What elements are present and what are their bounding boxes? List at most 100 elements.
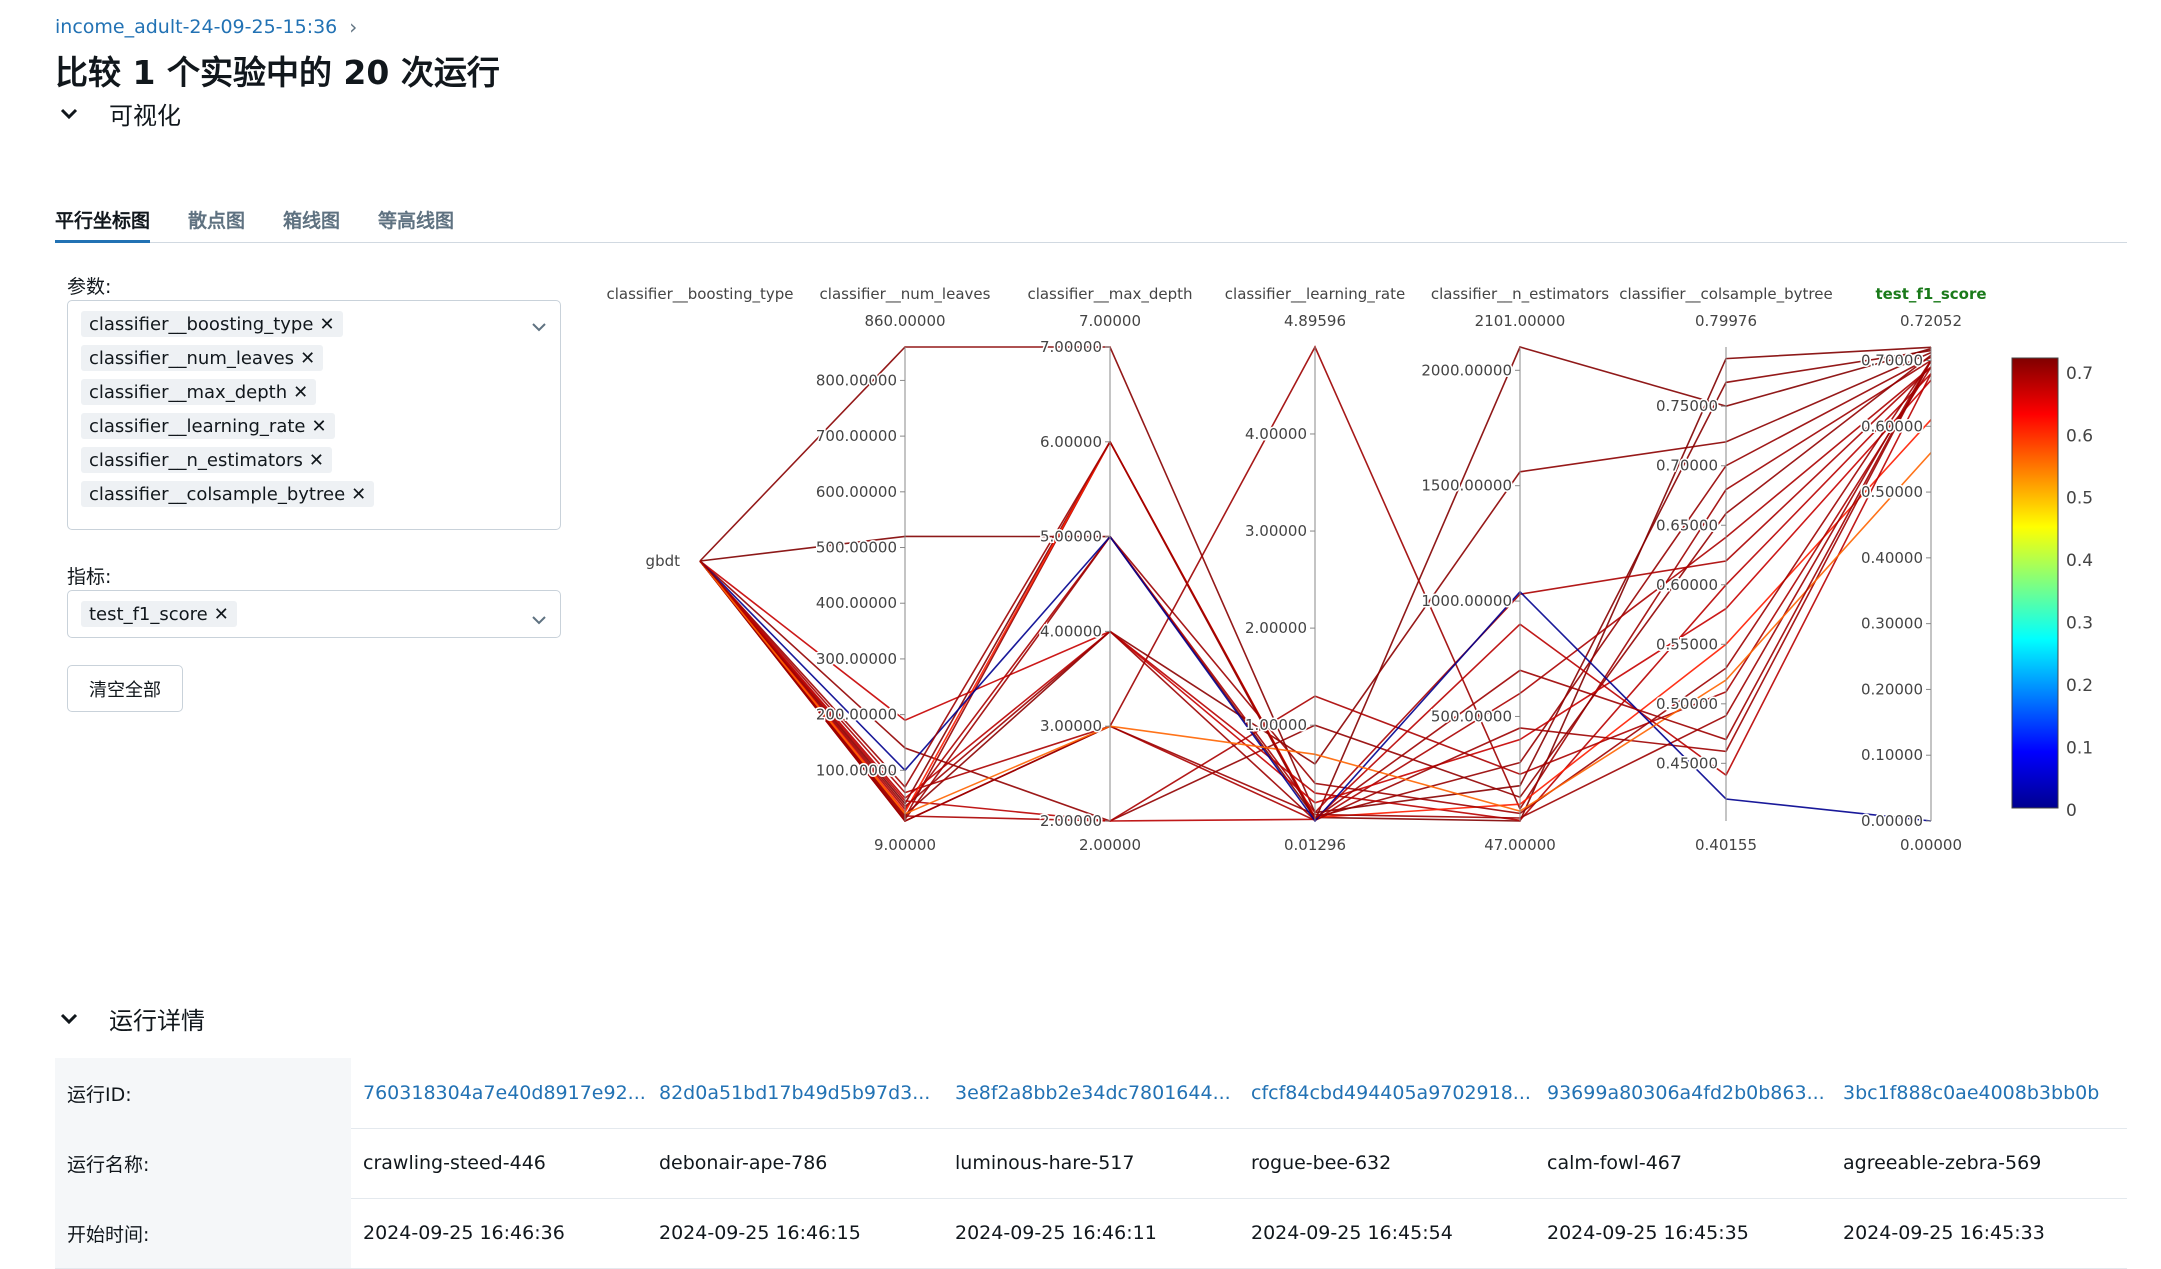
breadcrumb-experiment-link[interactable]: income_adult-24-09-25-15:36 (55, 16, 338, 38)
axis-classifier__learning_rate[interactable]: classifier__learning_rate 4.89596 0.01296 4… (1225, 285, 1405, 854)
table-cell: 2024-09-25 16:46:15 (659, 1222, 861, 1244)
close-icon[interactable]: ✕ (319, 313, 335, 335)
close-icon[interactable]: ✕ (311, 415, 327, 437)
page-title: 比较 1 个实验中的 20 次运行 (55, 53, 500, 92)
params-label: 参数: (67, 276, 112, 298)
table-cell: 2024-09-25 16:45:54 (1251, 1222, 1453, 1244)
axis-min-label: 0.40155 (1695, 836, 1757, 854)
tick-label: 4.00000 (1245, 425, 1307, 443)
run-id-link[interactable]: 3e8f2a8bb2e34dc7801644... (955, 1082, 1231, 1104)
tick-label: 2.00000 (1040, 812, 1102, 830)
run-details-section-toggle[interactable]: 运行详情 (55, 1001, 205, 1036)
table-cell: calm-fowl-467 (1547, 1152, 1682, 1174)
breadcrumb: income_adult-24-09-25-15:36 › (55, 15, 357, 39)
tick-label: 400.00000 (816, 594, 897, 612)
param-tag-label: classifier__colsample_bytree (89, 483, 346, 505)
colorbar-tick-label: 0.6 (2066, 426, 2093, 446)
axis-max-label: 0.79976 (1695, 312, 1757, 330)
table-cell: luminous-hare-517 (955, 1152, 1135, 1174)
param-tag: classifier__boosting_type ✕ (81, 311, 343, 337)
close-icon[interactable]: ✕ (308, 449, 324, 471)
param-tag-label: classifier__n_estimators (89, 449, 303, 471)
tick-label: 0.75000 (1656, 397, 1718, 415)
run-id-link[interactable]: 93699a80306a4fd2b0b863... (1547, 1082, 1825, 1104)
axis-max-label: 2101.00000 (1475, 312, 1566, 330)
axis-title: test_f1_score (1875, 285, 1986, 303)
tab-parallel-coordinates[interactable]: 平行坐标图 (55, 200, 151, 243)
tick-label: 300.00000 (816, 650, 897, 668)
tab-contour[interactable]: 等高线图 (378, 210, 455, 232)
colorbar-tick-label: 0 (2066, 801, 2077, 821)
run-id-link[interactable]: cfcf84cbd494405a9702918... (1251, 1082, 1531, 1104)
tick-label: 7.00000 (1040, 338, 1102, 356)
params-select[interactable]: classifier__boosting_type ✕ classifier__nu… (67, 300, 561, 530)
chevron-down-icon[interactable] (532, 610, 546, 629)
table-cell: crawling-steed-446 (363, 1152, 546, 1174)
run-id-link[interactable]: 760318304a7e40d8917e92... (363, 1082, 646, 1104)
clear-all-button[interactable]: 清空全部 (67, 665, 183, 712)
colorbar-tick-label: 0.3 (2066, 614, 2093, 634)
tick-label: 0.60000 (1861, 417, 1923, 435)
tick-label: 5.00000 (1040, 528, 1102, 546)
tick-label: 0.50000 (1656, 695, 1718, 713)
axis-title: classifier__colsample_bytree (1619, 285, 1832, 304)
axis-classifier__colsample_bytree[interactable]: classifier__colsample_bytree 0.79976 0.401… (1619, 285, 1832, 854)
table-cell: rogue-bee-632 (1251, 1152, 1392, 1174)
axis-classifier__num_leaves[interactable]: classifier__num_leaves 860.00000 9.00000 80… (814, 285, 991, 854)
axis-min-label: 0.00000 (1900, 836, 1962, 854)
visualization-section-toggle[interactable]: 可视化 (55, 96, 181, 131)
tick-label: 0.65000 (1656, 516, 1718, 534)
tick-label: 0.00000 (1861, 812, 1923, 830)
close-icon[interactable]: ✕ (351, 483, 367, 505)
tick-label: 600.00000 (816, 483, 897, 501)
axis-classifier__n_estimators[interactable]: classifier__n_estimators 2101.00000 47.000… (1420, 285, 1609, 854)
param-tag: classifier__num_leaves ✕ (81, 345, 324, 371)
row-header: 开始时间: (55, 1198, 351, 1268)
colorbar (2011, 357, 2059, 809)
axis-title: classifier__boosting_type (606, 285, 793, 304)
run-id-link[interactable]: 3bc1f888c0ae4008b3bb0b (1843, 1082, 2100, 1104)
tick-label: 4.00000 (1040, 622, 1102, 640)
table-cell: debonair-ape-786 (659, 1152, 828, 1174)
colorbar-tick-label: 0.7 (2066, 364, 2093, 384)
tick-label: 2.00000 (1245, 619, 1307, 637)
axis-max-label: 4.89596 (1284, 312, 1346, 330)
axis-title: classifier__num_leaves (820, 285, 991, 304)
axis-title: classifier__learning_rate (1225, 285, 1405, 304)
tab-box[interactable]: 箱线图 (283, 210, 341, 232)
close-icon[interactable]: ✕ (300, 347, 316, 369)
parallel-coordinates-chart[interactable]: classifier__boosting_typegbdtclassifier_… (590, 270, 2130, 870)
tick-label: 2000.00000 (1421, 361, 1512, 379)
chart-type-tabs: 平行坐标图 散点图 箱线图 等高线图 (55, 200, 2127, 243)
tick-label: 0.55000 (1656, 635, 1718, 653)
run-id-link[interactable]: 82d0a51bd17b49d5b97d3... (659, 1082, 931, 1104)
chevron-down-icon (55, 100, 83, 128)
metrics-label: 指标: (67, 566, 112, 588)
tab-scatter[interactable]: 散点图 (188, 210, 246, 232)
tick-label: 800.00000 (816, 371, 897, 389)
table-cell: 2024-09-25 16:46:36 (363, 1222, 565, 1244)
table-row: 运行ID: 760318304a7e40d8917e92... 82d0a51bd1… (55, 1058, 2127, 1129)
param-tag: classifier__colsample_bytree ✕ (81, 481, 375, 507)
tick-label: 3.00000 (1040, 717, 1102, 735)
chevron-right-icon: › (349, 15, 358, 39)
tick-label: 1500.00000 (1421, 477, 1512, 495)
table-cell: 2024-09-25 16:46:11 (955, 1222, 1157, 1244)
tick-label: 500.00000 (1431, 707, 1512, 725)
close-icon[interactable]: ✕ (293, 381, 309, 403)
metrics-select[interactable]: test_f1_score ✕ (67, 590, 561, 638)
chevron-down-icon[interactable] (532, 317, 546, 336)
tick-label: 0.40000 (1861, 549, 1923, 567)
tick-label: 0.70000 (1656, 457, 1718, 475)
tick-label: 200.00000 (816, 706, 897, 724)
axis-classifier__max_depth[interactable]: classifier__max_depth 7.00000 2.00000 7.000… (1027, 285, 1192, 854)
table-cell: 2024-09-25 16:45:33 (1843, 1222, 2045, 1244)
tick-label: 500.00000 (816, 539, 897, 557)
tick-label: 6.00000 (1040, 433, 1102, 451)
close-icon[interactable]: ✕ (213, 603, 229, 625)
param-tag-label: classifier__boosting_type (89, 313, 314, 335)
tick-label: 1000.00000 (1421, 592, 1512, 610)
row-header: 运行名称: (55, 1128, 351, 1198)
axis-test_f1_score[interactable]: test_f1_score 0.72052 0.00000 0.70000 0.6000… (1859, 285, 1987, 854)
